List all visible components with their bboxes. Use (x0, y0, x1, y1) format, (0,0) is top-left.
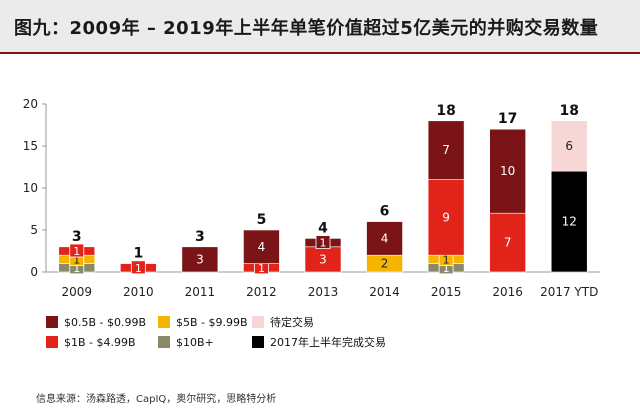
bar-segment (181, 246, 219, 273)
x-tick-label: 2013 (308, 285, 339, 299)
bar-segment (243, 229, 280, 264)
bar-segment (304, 246, 342, 273)
x-tick-label: 2014 (369, 285, 400, 299)
segment-label: 6 (565, 139, 573, 153)
segment-label: 10 (500, 164, 515, 178)
bar-total-label: 18 (559, 103, 578, 119)
x-tick-label: 2016 (492, 285, 523, 299)
bar-total-label: 1 (133, 246, 143, 262)
bar-segment (550, 120, 588, 172)
x-tick-label: 2017 YTD (540, 285, 598, 299)
segment-label: 9 (442, 210, 450, 224)
bar-segment (366, 221, 403, 256)
segment-label: 7 (504, 236, 512, 250)
legend-item-5b: $5B - $9.99B (158, 314, 248, 330)
legend-item-completed: 2017年上半年完成交易 (252, 334, 386, 350)
figure-title: 图九：2009年 – 2019年上半年单笔价值超过5亿美元的并购交易数量 (14, 18, 599, 39)
segment-label: 1 (73, 253, 80, 266)
bar-segment (489, 212, 526, 273)
header: 图九：2009年 – 2019年上半年单笔价值超过5亿美元的并购交易数量 (0, 0, 640, 54)
y-tick-label: 20 (23, 97, 38, 111)
bar-total-label: 5 (257, 212, 267, 228)
segment-label-box (315, 235, 331, 250)
legend-item-10b: $10B+ (158, 334, 214, 350)
legend-swatch-grey (158, 336, 170, 348)
legend-label: $5B - $9.99B (176, 315, 248, 329)
legend-swatch-dark-red (46, 316, 58, 328)
legend-item-0-5b: $0.5B - $0.99B (46, 314, 146, 330)
legend-swatch-red (46, 336, 58, 348)
segment-label: 1 (73, 245, 80, 258)
legend-swatch-pink (252, 316, 264, 328)
legend-item-1b: $1B - $4.99B (46, 334, 136, 350)
segment-label: 2 (381, 257, 389, 271)
legend-label: $10B+ (176, 335, 214, 349)
segment-label: 1 (320, 237, 327, 250)
segment-label-box (130, 260, 146, 275)
bar-total-label: 18 (436, 103, 455, 119)
segment-label: 1 (258, 262, 265, 275)
segment-label: 3 (196, 252, 204, 266)
segment-label-box (69, 243, 85, 258)
segment-label: 1 (135, 262, 142, 275)
segment-label: 4 (258, 240, 266, 254)
segment-label: 1 (443, 253, 450, 266)
legend-label: 2017年上半年完成交易 (270, 336, 386, 349)
legend-label: $0.5B - $0.99B (64, 315, 147, 329)
y-tick-label: 10 (23, 181, 38, 195)
bar-total-label: 6 (380, 204, 390, 220)
segment-label: 1 (443, 262, 450, 275)
legend-swatch-yellow (158, 316, 170, 328)
bar-segment (427, 120, 465, 180)
segment-label: 1 (73, 262, 80, 275)
bar-segment (427, 179, 465, 256)
bar-total-label: 3 (195, 229, 205, 245)
x-tick-label: 2015 (431, 285, 462, 299)
y-tick-label: 5 (30, 223, 38, 237)
legend-label: $1B - $4.99B (64, 335, 136, 349)
x-tick-label: 2012 (246, 285, 277, 299)
segment-label: 3 (319, 252, 327, 266)
y-tick-label: 0 (30, 265, 38, 279)
legend-item-pending: 待定交易 (252, 314, 314, 330)
segment-label: 4 (381, 231, 389, 245)
bar-segment (550, 170, 588, 273)
segment-label: 12 (562, 215, 577, 229)
bar-segment (489, 128, 526, 214)
y-tick-label: 15 (23, 139, 38, 153)
legend-swatch-black (252, 336, 264, 348)
source-note: 信息来源：汤森路透，CapIQ，奥尔研究，思略特分析 (36, 394, 277, 405)
x-tick-label: 2009 (62, 285, 93, 299)
bar-total-label: 3 (72, 229, 82, 245)
segment-label: 7 (442, 143, 450, 157)
x-tick-label: 2010 (123, 285, 154, 299)
bar-total-label: 4 (318, 220, 328, 236)
x-tick-label: 2011 (185, 285, 216, 299)
bar-total-label: 17 (498, 111, 517, 127)
legend-label: 待定交易 (270, 316, 314, 329)
header-rule (0, 52, 640, 54)
